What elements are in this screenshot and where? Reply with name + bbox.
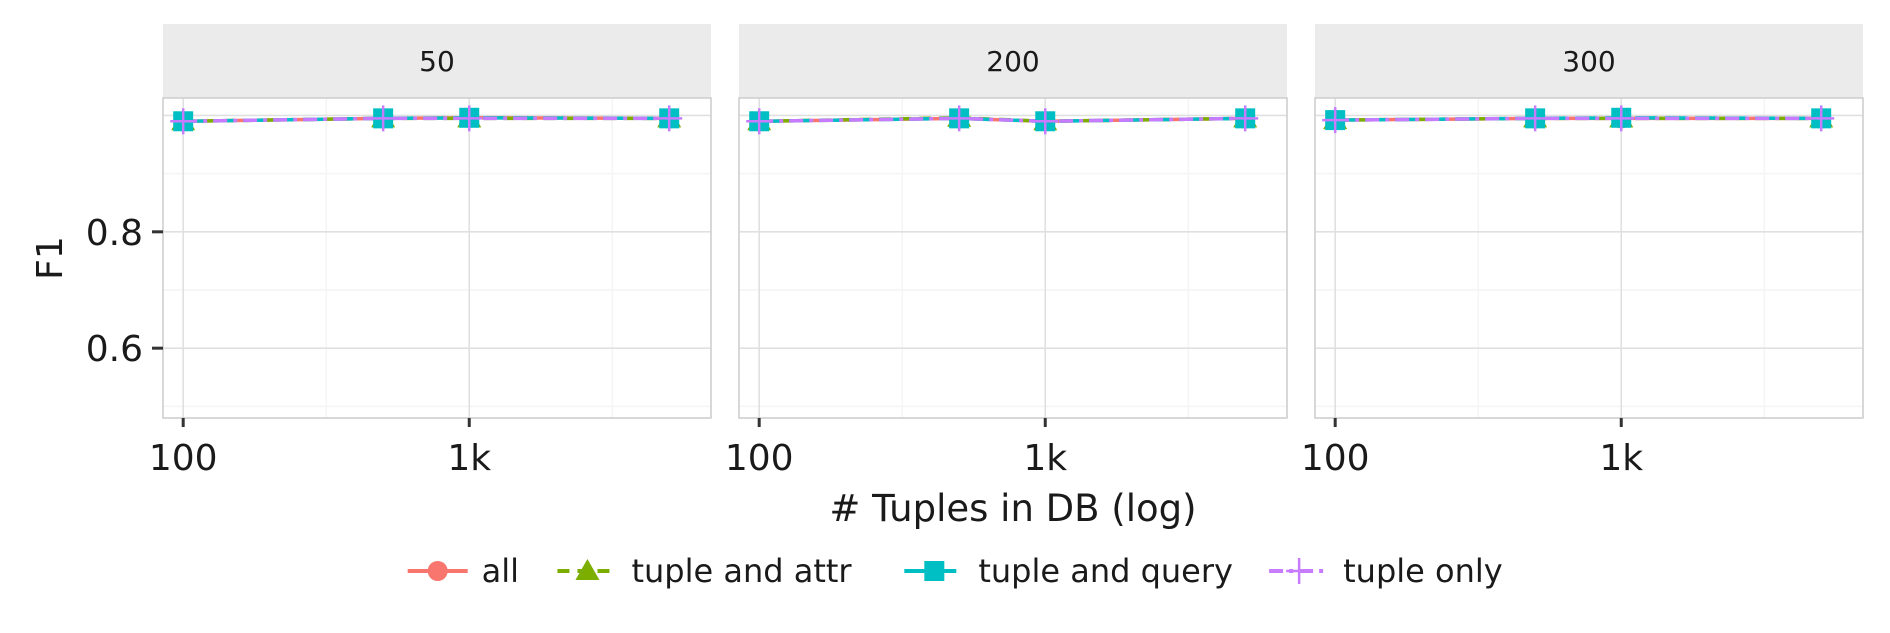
panel-background <box>739 98 1287 418</box>
point-tuple-only <box>656 105 683 132</box>
panel-50: 50 100 1k <box>149 24 712 479</box>
point-tuple-only <box>170 108 197 135</box>
facet-strip <box>739 24 1287 98</box>
legend-item-all: all <box>407 552 519 590</box>
panel-border <box>738 97 1288 419</box>
panel-200: 200 100 1k <box>725 24 1288 479</box>
point-tuple-only <box>456 105 483 132</box>
point-tuple-only <box>946 105 973 132</box>
legend-key-marker <box>575 559 600 580</box>
x-tick-label: 1k <box>447 438 491 479</box>
point-tuple-only <box>1608 105 1635 132</box>
facet-strip-label: 50 <box>419 45 455 78</box>
series-line-tuple-only <box>1335 116 1822 122</box>
facet-strip <box>163 24 711 98</box>
panel-background <box>1315 98 1863 418</box>
legend-item-tuple-and-query: tuple and query <box>904 552 1233 590</box>
series-line-tuple-only <box>183 116 670 124</box>
point-tuple-only <box>1032 108 1059 135</box>
x-tick-label: 100 <box>149 438 218 479</box>
point-tuple-only <box>370 105 397 132</box>
panel-border <box>1314 97 1864 419</box>
panel-border <box>162 97 712 419</box>
point-tuple-only <box>1322 107 1349 134</box>
x-tick-label: 1k <box>1023 438 1067 479</box>
point-tuple-only <box>746 108 773 135</box>
legend-key-marker <box>1286 558 1313 584</box>
legend-item-tuple-and-attr: tuple and attr <box>557 552 852 590</box>
legend-key-marker <box>427 561 448 581</box>
x-tick-label: 100 <box>1301 438 1370 479</box>
point-tuple-only <box>1232 105 1259 132</box>
facet-strip <box>1315 24 1863 98</box>
y-tick-label: 0.8 <box>86 213 143 254</box>
legend-key-marker <box>924 561 945 581</box>
panel-background <box>163 98 711 418</box>
legend-label: tuple and query <box>978 552 1233 590</box>
y-axis-title: F1 <box>30 236 71 280</box>
series-line-tuple-only <box>759 116 1246 124</box>
legend-label: tuple and attr <box>631 552 852 590</box>
legend-label: all <box>482 552 519 590</box>
x-axis-title: # Tuples in DB (log) <box>829 487 1196 530</box>
point-tuple-only <box>1522 105 1549 132</box>
legend-label: tuple only <box>1343 552 1503 590</box>
point-tuple-only <box>1808 105 1835 132</box>
y-tick-label: 0.6 <box>86 329 143 370</box>
legend-item-tuple-only: tuple only <box>1269 552 1503 590</box>
x-tick-label: 1k <box>1599 438 1643 479</box>
facet-strip-label: 300 <box>1562 45 1615 78</box>
panel-300: 300 100 1k <box>1301 24 1864 479</box>
facet-strip-label: 200 <box>986 45 1039 78</box>
x-tick-label: 100 <box>725 438 794 479</box>
